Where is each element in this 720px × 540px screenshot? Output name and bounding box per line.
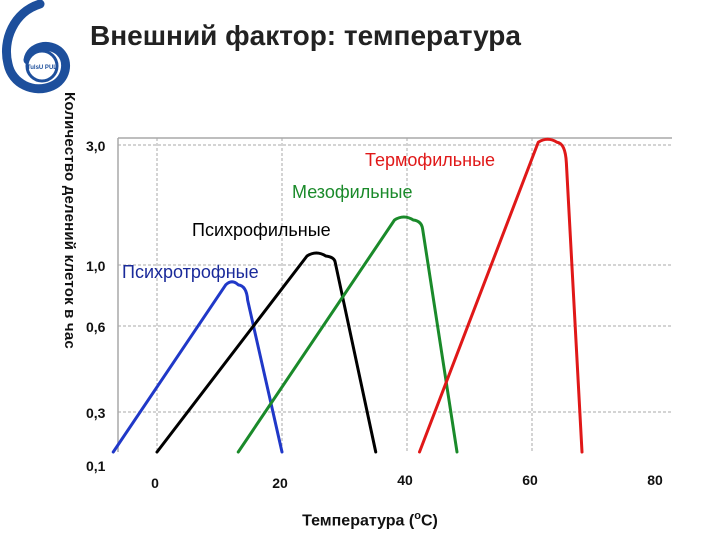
x-tick-label: 60: [522, 472, 538, 488]
data-point: [306, 255, 308, 257]
x-tick-label: 80: [647, 472, 663, 488]
data-point: [325, 255, 327, 257]
x-axis-label: Температура (oС): [220, 510, 520, 530]
data-point: [456, 451, 458, 453]
data-point: [247, 299, 249, 301]
data-point: [375, 451, 377, 453]
data-point: [237, 284, 239, 286]
data-point: [537, 141, 539, 143]
data-point: [581, 451, 583, 453]
data-point: [225, 284, 227, 286]
data-point: [419, 451, 420, 453]
y-tick-label: 3,0: [86, 138, 106, 154]
page-title: Внешний фактор: температура: [90, 20, 521, 51]
series-line: [236, 215, 459, 454]
x-tick-label: 40: [397, 472, 413, 488]
logo-center: [25, 49, 59, 83]
series-annotation: Психротрофные: [122, 262, 259, 282]
y-tick-label: 0,1: [86, 458, 106, 474]
data-point: [112, 451, 114, 453]
x-tick-label: 20: [272, 475, 288, 491]
data-point: [334, 261, 336, 263]
x-tick-label: 0: [151, 475, 159, 491]
data-point: [565, 162, 567, 164]
x-axis-label-degree: o: [414, 510, 421, 522]
logo-text: TulsU PUL: [27, 65, 57, 71]
series-annotation: Термофильные: [365, 150, 495, 170]
y-tick-label: 1,0: [86, 258, 106, 274]
y-tick-label: 0,3: [86, 405, 106, 421]
series-annotation: Мезофильные: [292, 182, 413, 202]
logo-swirl: [2, 0, 71, 94]
data-point: [556, 141, 558, 143]
series-annotation: Психрофильные: [192, 220, 331, 240]
data-point: [412, 219, 414, 221]
y-tick-label: 0,6: [86, 319, 106, 335]
data-point: [281, 451, 283, 453]
logo: TulsU PUL: [2, 0, 71, 94]
data-point: [422, 228, 424, 230]
x-axis-label-unit: С): [420, 512, 438, 530]
data-point: [156, 451, 158, 453]
data-point: [237, 451, 239, 453]
data-point: [394, 219, 395, 221]
x-axis-label-text: Температура (: [302, 512, 415, 530]
y-axis-label: Количество делений клеток в час: [61, 92, 78, 349]
